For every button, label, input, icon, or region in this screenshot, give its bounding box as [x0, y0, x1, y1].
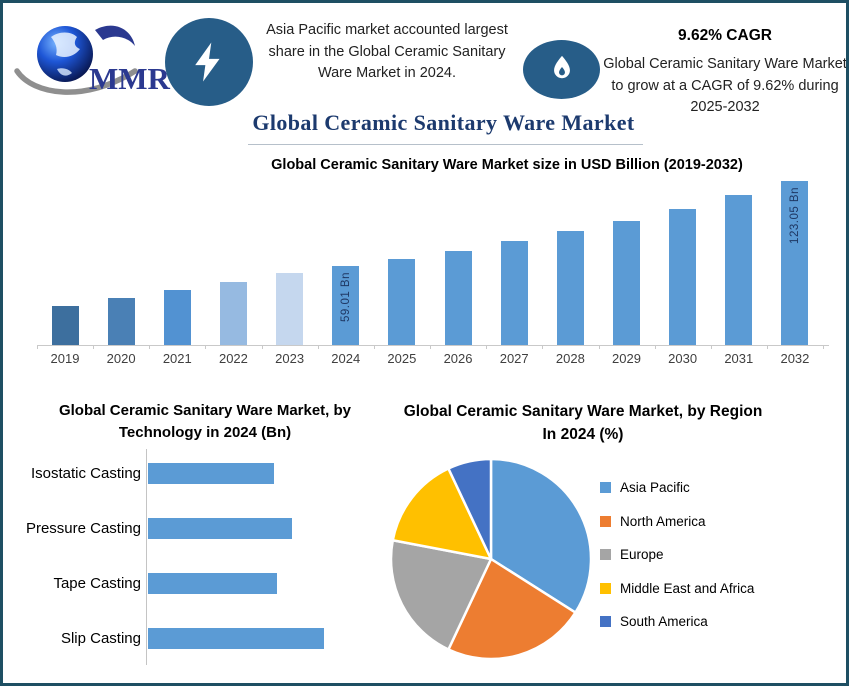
- x-label-2023: 2023: [275, 351, 305, 366]
- legend-label: South America: [620, 614, 708, 629]
- legend-label: North America: [620, 513, 706, 529]
- x-axis-tick: [149, 345, 151, 349]
- tech-bar: [148, 573, 278, 594]
- x-axis-tick: [654, 345, 656, 349]
- tech-label: Isostatic Casting: [30, 465, 141, 482]
- x-label-2021: 2021: [162, 351, 192, 366]
- x-axis-tick: [710, 345, 712, 349]
- pie-slice-europe: [389, 539, 493, 651]
- lightning-badge: [165, 18, 253, 106]
- legend-swatch-icon: [600, 616, 611, 627]
- tech-label: Pressure Casting: [25, 520, 141, 537]
- pie-slice-south-america: [447, 457, 493, 561]
- legend-swatch-icon: [600, 515, 611, 527]
- tech-label: Slip Casting: [60, 630, 141, 647]
- bar-2021: [163, 290, 191, 345]
- bar-2022: [219, 282, 247, 345]
- x-label-2032: 2032: [780, 351, 810, 366]
- x-label-2027: 2027: [499, 351, 529, 366]
- bar-2028: [556, 231, 584, 345]
- legend-label: Asia Pacific: [620, 480, 690, 495]
- legend-swatch-icon: [600, 549, 611, 560]
- pie-slice-middle-east-and-africa: [391, 467, 493, 561]
- main-bar-plot: 59.01 Bn 123.05 Bn: [37, 181, 829, 349]
- x-axis-tick: [430, 345, 432, 349]
- x-label-2031: 2031: [724, 351, 754, 366]
- x-label-2026: 2026: [443, 351, 473, 366]
- legend-item-europe: Europe: [600, 544, 754, 565]
- flame-icon: [553, 55, 570, 78]
- x-axis-tick: [37, 345, 38, 349]
- region-pie-chart: [389, 457, 593, 661]
- x-label-2022: 2022: [218, 351, 248, 366]
- bar-2032: 123.05 Bn: [781, 181, 809, 345]
- headline-text: Asia Pacific market accounted largest sh…: [266, 22, 508, 81]
- x-axis-tick: [823, 345, 825, 349]
- logo-text: MMR: [89, 61, 171, 96]
- bar-2026: [444, 250, 472, 345]
- bar-2031: [725, 195, 753, 345]
- lightning-icon: [195, 42, 220, 82]
- legend-label: Europe: [620, 547, 664, 562]
- x-label-2025: 2025: [387, 351, 417, 366]
- x-label-2028: 2028: [555, 351, 585, 366]
- x-axis-tick: [598, 345, 600, 349]
- bar-2030: [669, 208, 697, 345]
- x-axis-tick: [205, 345, 207, 349]
- bar-value-label-2032: 123.05 Bn: [788, 187, 801, 244]
- x-axis-tick: [766, 345, 768, 349]
- bar-2025: [388, 258, 416, 345]
- bar-2027: [500, 241, 528, 345]
- x-axis-tick: [317, 345, 319, 349]
- bar-2029: [613, 220, 640, 345]
- x-axis-tick: [261, 345, 263, 349]
- flame-badge: [523, 40, 600, 99]
- mmr-logo: MMR: [13, 13, 171, 105]
- pie-legend: Asia Pacific North America Europe Middle Ea…: [600, 477, 754, 645]
- x-axis-tick: [93, 345, 95, 349]
- x-label-2020: 2020: [106, 351, 136, 366]
- legend-item-middle-east-and-africa: Middle East and Africa: [600, 578, 754, 599]
- tech-bar: [148, 463, 275, 484]
- title-underline: [248, 144, 643, 145]
- bar-value-label-2024: 59.01 Bn: [339, 272, 352, 323]
- legend-item-south-america: South America: [600, 611, 754, 632]
- x-axis-tick: [486, 345, 488, 349]
- tech-bar: [148, 628, 324, 649]
- legend-item-asia-pacific: Asia Pacific: [600, 477, 754, 498]
- x-axis-tick: [542, 345, 544, 349]
- cagr-body: Global Ceramic Sanitary Ware Market to g…: [603, 56, 847, 115]
- bar-2020: [107, 298, 135, 345]
- legend-label: Middle East and Africa: [620, 580, 755, 596]
- x-label-2030: 2030: [668, 351, 698, 366]
- x-label-2029: 2029: [612, 351, 641, 366]
- tech-bar-plot: Isostatic Casting Pressure Casting Tape Ca…: [23, 455, 383, 660]
- main-bar-xlabels: 2019 2020 2021 2022 2023 2024 2025 2026 2027 2028…: [37, 351, 829, 369]
- tech-chart-axis: [146, 449, 147, 665]
- x-axis-tick: [373, 345, 375, 349]
- x-label-2019: 2019: [50, 351, 80, 366]
- legend-item-north-america: North America: [600, 511, 754, 532]
- bar-2019: [51, 306, 79, 345]
- tech-bar: [148, 518, 292, 539]
- legend-swatch-icon: [600, 582, 611, 594]
- bar-chart-title: Global Ceramic Sanitary Ware Market size…: [271, 157, 743, 173]
- x-label-2024: 2024: [331, 351, 361, 366]
- bar-2024: 59.01 Bn: [332, 266, 360, 345]
- tech-label: Tape Casting: [53, 575, 141, 592]
- cagr-block: 9.62% CAGR Global Ceramic Sanitary Ware …: [603, 27, 847, 119]
- cagr-title: 9.62% CAGR: [678, 27, 772, 44]
- tech-chart-title: Global Ceramic Sanitary Ware Market, by …: [58, 402, 352, 441]
- legend-swatch-icon: [600, 482, 611, 493]
- page-title: Global Ceramic Sanitary Ware Market: [252, 110, 635, 135]
- globe-swoosh-icon: MMR: [14, 25, 171, 96]
- bar-2023: [276, 273, 304, 345]
- pie-chart-title: Global Ceramic Sanitary Ware Market, by …: [403, 403, 763, 443]
